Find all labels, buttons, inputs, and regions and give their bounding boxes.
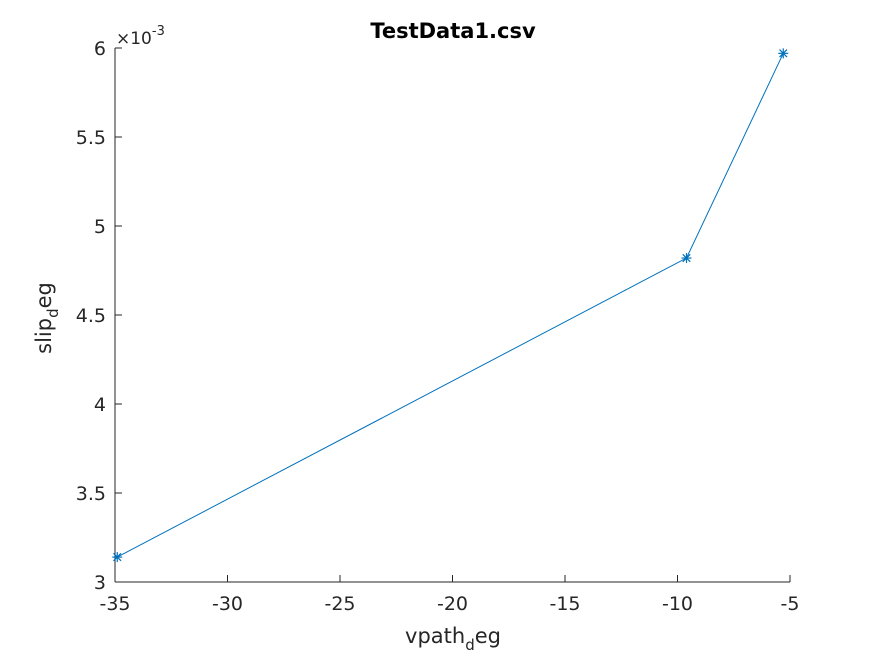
x-tick-label: -20 — [437, 593, 468, 615]
axes: -35 -30 -25 -20 -15 -10 -5 3 3.5 4 4.5 5 5.5 6 — [76, 38, 800, 615]
data-point-marker — [778, 48, 789, 59]
y-tick-label: 5 — [94, 216, 106, 238]
plot-area — [112, 48, 789, 563]
x-tick-label: -15 — [549, 593, 580, 615]
x-tick-label: -5 — [781, 593, 800, 615]
y-tick-label: 3 — [94, 572, 106, 594]
y-axis-label: slipdeg — [32, 282, 62, 354]
x-axis-label: vpathdeg — [405, 624, 501, 654]
chart-title: TestData1.csv — [370, 19, 536, 43]
y-multiplier: ×10-3 — [116, 24, 165, 49]
x-tick-label: -30 — [212, 593, 243, 615]
x-tick-label: -25 — [324, 593, 355, 615]
y-tick-label: 3.5 — [76, 483, 106, 505]
y-tick-label: 4 — [94, 394, 106, 416]
data-point-marker — [681, 253, 692, 264]
y-tick-label: 5.5 — [76, 127, 106, 149]
data-point-marker — [112, 552, 123, 563]
x-tick-label: -10 — [662, 593, 693, 615]
y-tick-label: 4.5 — [76, 305, 106, 327]
y-tick-label: 6 — [94, 38, 106, 60]
x-tick-label: -35 — [99, 593, 130, 615]
